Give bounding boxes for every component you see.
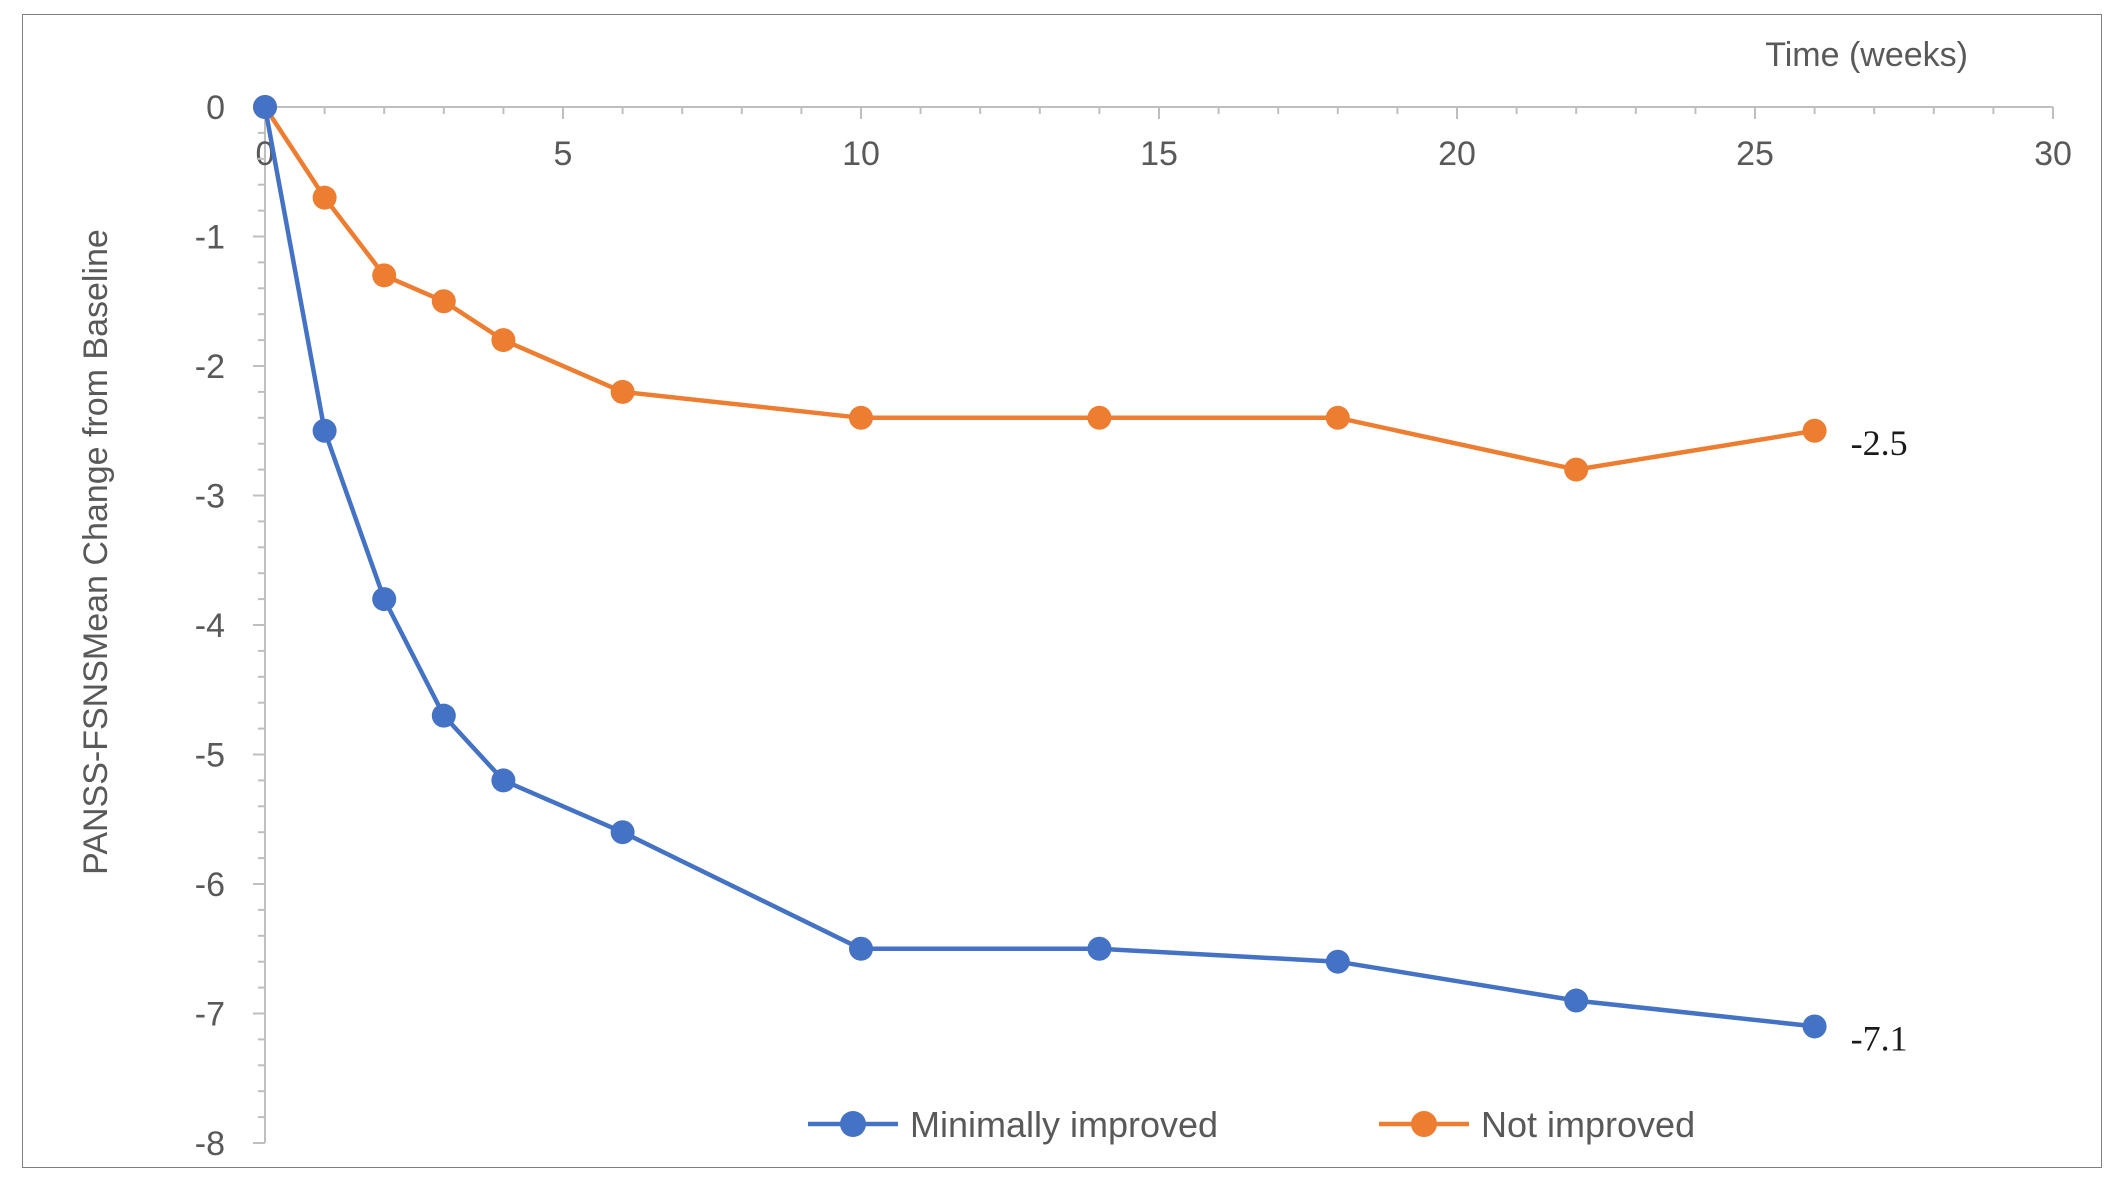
data-point-minimally-improved (372, 587, 397, 612)
y-tick-label: -5 (195, 737, 225, 775)
chart-frame (22, 14, 2102, 1168)
x-tick-label: 20 (1438, 135, 1476, 173)
data-point-not-improved (1564, 457, 1589, 482)
end-value-label-minimally-improved: -7.1 (1851, 1018, 1908, 1058)
labels-layer: -2.5 -7.1 (1851, 423, 1908, 1059)
x-tick-label: 25 (1736, 135, 1774, 173)
data-point-not-improved (431, 289, 456, 314)
data-point-not-improved (312, 185, 337, 210)
series-line-not-improved (263, 105, 1815, 472)
y-tick-label: -6 (195, 866, 225, 904)
data-point-not-improved (1325, 405, 1350, 430)
y-axis-title: PANSS-FSNSMean Change from Baseline (77, 229, 115, 875)
data-point-not-improved (610, 379, 635, 404)
x-axis-title: Time (weeks) (1765, 36, 1968, 74)
y-tick-label: -3 (195, 478, 225, 516)
x-tick-label: 30 (2034, 135, 2072, 173)
data-point-minimally-improved (610, 820, 635, 845)
data-point-minimally-improved (1087, 936, 1112, 961)
data-point-minimally-improved (1802, 1014, 1827, 1039)
data-point-minimally-improved (491, 768, 516, 793)
data-point-not-improved (491, 328, 516, 353)
legend: Minimally improved Not improved (808, 1104, 1695, 1145)
data-point-not-improved (1802, 418, 1827, 443)
y-tick-label: -7 (195, 996, 225, 1034)
data-point-minimally-improved (849, 936, 873, 961)
legend-marker-not-improved (1411, 1111, 1437, 1137)
data-point-not-improved (372, 263, 397, 288)
y-tick-label: -2 (195, 348, 225, 386)
legend-label-not-improved: Not improved (1481, 1104, 1695, 1145)
data-point-not-improved (849, 405, 873, 430)
x-tick-label: 5 (554, 135, 573, 173)
axes: 0 5 10 15 20 25 300-1-2-3-4-5-6-7-8 (195, 89, 2072, 1163)
end-value-label-not-improved: -2.5 (1851, 423, 1908, 463)
data-point-minimally-improved (253, 95, 277, 119)
data-point-minimally-improved (312, 418, 337, 443)
data-point-minimally-improved (1325, 949, 1350, 974)
legend-marker-minimally-improved (840, 1111, 866, 1137)
legend-label-minimally-improved: Minimally improved (910, 1104, 1218, 1145)
y-tick-label: -1 (195, 219, 225, 257)
data-point-not-improved (1087, 405, 1112, 430)
x-tick-label: 10 (842, 135, 880, 173)
data-point-minimally-improved (1564, 988, 1589, 1013)
y-tick-label: -4 (195, 607, 225, 645)
y-tick-label: -8 (195, 1125, 225, 1163)
y-tick-label: 0 (206, 89, 225, 127)
series-line-minimally-improved (262, 106, 1815, 1029)
data-point-minimally-improved (431, 703, 456, 728)
series-layer (253, 95, 1827, 1039)
x-tick-label: 15 (1140, 135, 1178, 173)
